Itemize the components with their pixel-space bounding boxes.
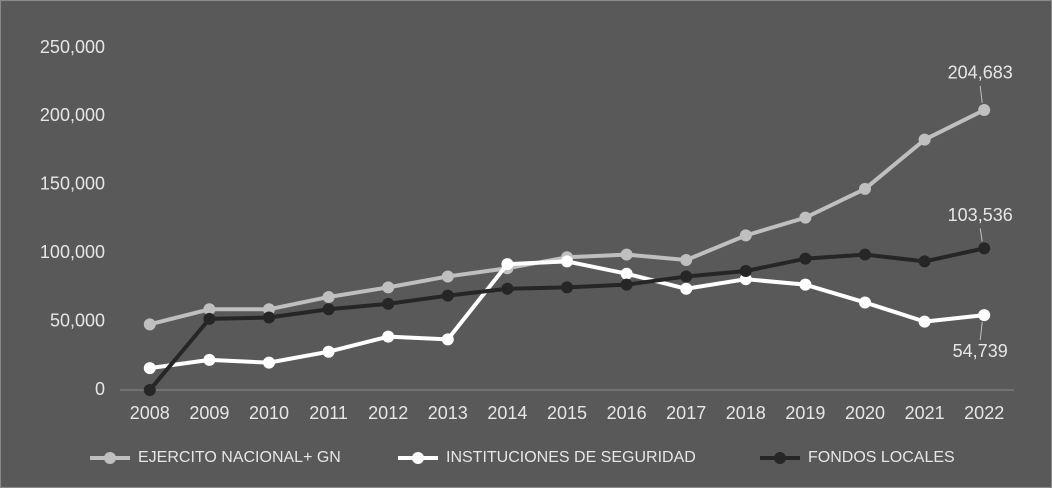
data-point [561,255,573,268]
y-tick-label: 0 [95,379,105,399]
data-point [739,229,752,242]
data-point [620,267,633,280]
data-point [322,345,335,358]
legend-label: EJERCITO NACIONAL+ GN [138,449,341,466]
x-tick-label: 2011 [309,403,348,423]
data-point [739,273,752,286]
data-point [680,282,693,295]
data-point [561,281,573,294]
data-point [799,278,812,291]
data-point [382,281,395,294]
label-leader [979,228,983,242]
x-tick-label: 2021 [905,403,945,423]
data-point [322,290,335,303]
x-tick-label: 2019 [785,403,825,423]
data-point [918,315,931,328]
legend-marker [774,452,786,464]
data-point [382,297,395,310]
data-point [739,264,752,277]
data-point [620,278,633,291]
data-point [859,296,871,309]
data-point [799,252,812,265]
data-point [263,311,275,324]
data-point [918,133,931,146]
legend-marker [104,452,116,464]
data-point [680,270,693,283]
legend-label: INSTITUCIONES DE SEGURIDAD [446,449,696,466]
data-point [263,303,275,316]
data-label: 204,683 [948,63,1013,83]
y-tick-label: 150,000 [40,174,105,194]
x-tick-label: 2020 [845,403,885,423]
x-tick-label: 2017 [666,403,706,423]
x-tick-label: 2016 [607,403,647,423]
data-point [143,362,156,375]
legend-label: FONDOS LOCALES [808,449,955,466]
data-point [978,309,991,322]
data-point [978,242,991,255]
x-tick-label: 2013 [428,403,468,423]
x-tick-label: 2014 [487,403,527,423]
data-point [203,353,216,366]
x-tick-label: 2010 [249,403,289,423]
data-point [501,282,514,295]
legend-marker [412,452,424,464]
label-leader [979,85,983,104]
x-tick-label: 2009 [189,403,229,423]
data-point [859,248,871,261]
data-label: 103,536 [948,205,1013,225]
label-leader [979,322,983,341]
data-point [263,356,275,369]
data-point [441,333,454,346]
data-point [918,255,931,268]
x-tick-label: 2008 [130,403,170,423]
data-point [680,254,693,267]
data-point [203,303,216,316]
data-point [501,258,514,271]
y-tick-label: 250,000 [40,37,105,57]
data-point [203,312,216,325]
data-point [143,384,156,396]
data-point [143,318,156,331]
x-tick-label: 2018 [726,403,766,423]
data-point [441,289,454,302]
data-point [620,248,633,261]
data-point [441,270,454,283]
x-tick-label: 2012 [368,403,408,423]
data-point [799,211,812,224]
data-label: 54,739 [953,341,1008,361]
x-tick-label: 2022 [964,403,1004,423]
y-tick-label: 200,000 [40,105,105,125]
y-tick-label: 100,000 [40,242,105,262]
data-point [859,182,871,195]
data-point [322,303,335,316]
x-tick-label: 2015 [547,403,587,423]
y-tick-label: 50,000 [50,310,105,330]
data-point [382,330,395,343]
data-point [978,103,991,116]
